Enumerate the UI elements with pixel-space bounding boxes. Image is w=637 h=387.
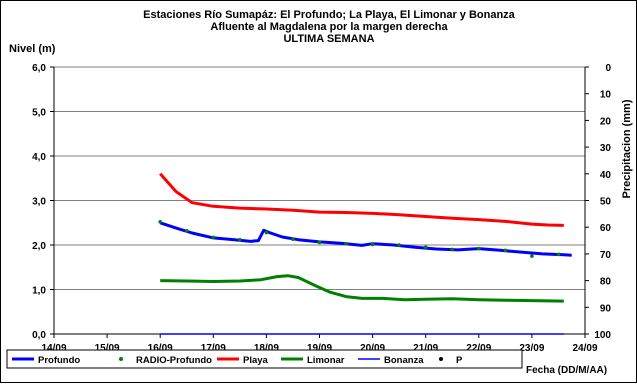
y2-tick-label: 90 <box>600 303 612 314</box>
series-point-radio-profundo <box>503 248 508 253</box>
plot-area: 0,0 1,0 2,0 3,0 4,0 5,0 6,0 0 10 20 30 40 50 60 70 80 90… <box>32 63 611 354</box>
y-tick-label: 1,0 <box>32 286 46 297</box>
chart-title-line-3: ULTIMA SEMANA <box>283 33 374 45</box>
legend-label-profundo: Profundo <box>38 355 80 366</box>
y-tick-label: 2,0 <box>32 241 46 252</box>
y-tick-label: 5,0 <box>32 108 46 119</box>
y-tick-label: 0,0 <box>32 330 46 341</box>
x-tick-label: 20/09 <box>360 343 385 354</box>
y2-tick-label: 20 <box>600 116 612 127</box>
y2-tick-label: 80 <box>600 277 612 288</box>
series-point-radio-profundo <box>184 228 189 233</box>
legend-label-p: P <box>456 355 463 366</box>
series-point-radio-profundo <box>264 230 269 235</box>
series-line-playa <box>159 172 564 227</box>
series-point-radio-profundo <box>344 241 348 246</box>
chart-title-block: Estaciones Río Sumapáz: El Profundo; La … <box>143 9 516 45</box>
y-tick-label: 6,0 <box>32 63 46 74</box>
y2-tick-label: 10 <box>600 90 612 101</box>
x-tick-label: 18/09 <box>254 343 279 354</box>
x-tick-label: 15/09 <box>95 343 120 354</box>
x-tick-label: 24/09 <box>572 343 597 354</box>
y2-tick-label: 30 <box>600 143 612 154</box>
series-point-radio-profundo <box>211 235 216 240</box>
y-tick-label: 3,0 <box>32 197 46 208</box>
x-tick-label: 14/09 <box>41 343 66 354</box>
x-tick-label: 21/09 <box>413 343 438 354</box>
series-point-radio-profundo <box>317 240 322 245</box>
y-tick-label: 4,0 <box>32 152 46 163</box>
legend-box <box>6 349 523 369</box>
x-tick-label: 19/09 <box>307 343 332 354</box>
y2-axis-label: Precipitacion (mm) <box>621 99 633 198</box>
chart-title-line-1: Estaciones Río Sumapáz: El Profundo; La … <box>143 9 516 21</box>
series-point-radio-profundo <box>370 242 375 247</box>
series-point-radio-profundo <box>397 243 401 247</box>
series-point-radio-profundo <box>158 220 162 224</box>
legend-label-playa: Playa <box>243 355 269 366</box>
series-line-profundo <box>159 221 572 257</box>
x-tick-label: 23/09 <box>519 343 544 354</box>
y2-tick-label: 70 <box>600 250 612 261</box>
series-point-radio-profundo <box>238 237 242 242</box>
legend: Profundo RADIO-Profundo Playa Limonar Bonanz… <box>6 349 607 376</box>
series-line-limonar <box>160 274 564 303</box>
y-axis-label: Nivel (m) <box>9 43 56 55</box>
x-tick-label: 17/09 <box>201 343 226 354</box>
x-tick-label: 22/09 <box>466 343 491 354</box>
legend-swatch-p <box>439 357 443 361</box>
legend-label-radio-profundo: RADIO-Profundo <box>136 355 212 366</box>
y2-tick-label: 60 <box>600 223 612 234</box>
y2-tick-label: 0 <box>605 63 611 74</box>
legend-label-bonanza: Bonanza <box>384 355 424 366</box>
legend-swatch-radio-profundo <box>119 357 123 361</box>
series-point-radio-profundo <box>291 237 295 242</box>
legend-label-limonar: Limonar <box>307 355 345 366</box>
x-tick-label: 16/09 <box>148 343 173 354</box>
y2-tick-label: 100 <box>594 330 611 341</box>
series-point-radio-profundo <box>556 252 561 257</box>
series-point-radio-profundo <box>423 245 428 250</box>
series-point-radio-profundo <box>477 246 481 251</box>
series-point-radio-profundo <box>530 254 534 258</box>
chart-title-line-2: Afluente al Magdalena por la margen dere… <box>210 21 448 33</box>
series-point-radio-profundo <box>450 247 455 252</box>
y2-tick-label: 40 <box>600 170 612 181</box>
x-axis-label: Fecha (DD/M/AA) <box>526 365 607 376</box>
y2-tick-label: 50 <box>600 197 612 208</box>
